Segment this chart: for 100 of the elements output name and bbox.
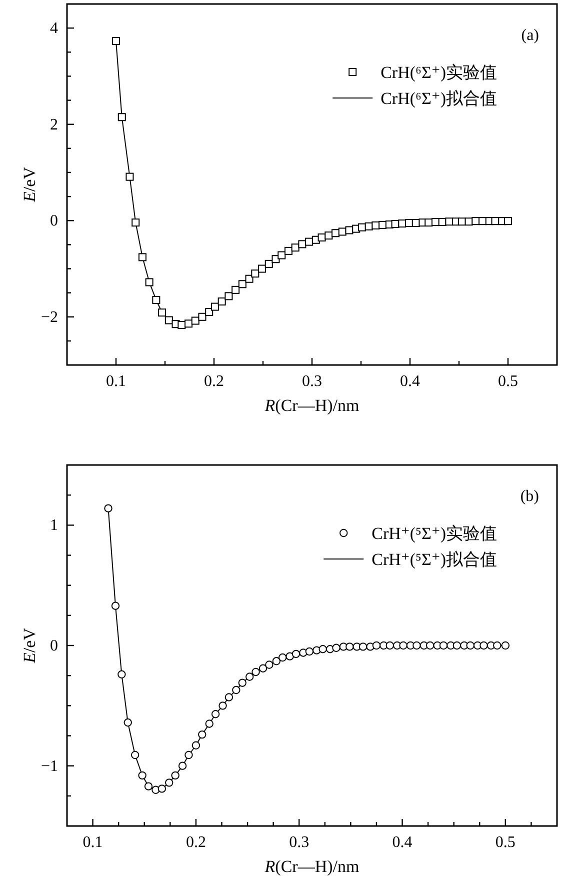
point [278,251,286,260]
point [480,641,488,650]
point [152,296,160,304]
annotation: (b) [520,488,539,505]
point [232,286,240,294]
point [171,771,180,780]
point [198,730,206,739]
x-tick-label: 0.3 [302,373,322,390]
point [332,644,340,652]
x-tick-label: 0.4 [392,834,412,851]
point [252,668,260,676]
legend-label: CrH⁺(⁵Σ⁺)实验值 [372,524,497,543]
point [191,316,200,325]
point [218,297,226,306]
point [245,274,254,283]
point [291,244,300,252]
point [118,670,126,678]
point [112,37,120,46]
point [318,645,327,654]
x-tick-label: 0.2 [186,834,206,851]
point [378,220,387,229]
x-axis-title: R(Cr—H)/nm [264,857,360,876]
y-tick-label: 0 [50,638,58,654]
point [358,223,366,232]
point [324,232,333,240]
point [345,226,354,234]
point [493,641,502,650]
point [439,641,448,650]
x-tick-label: 0.2 [204,373,224,390]
point [164,316,173,324]
x-tick-label: 0.5 [498,373,518,390]
point [130,750,140,760]
point [332,229,340,238]
x-tick-label: 0.1 [82,834,103,851]
point [251,270,260,278]
point [238,678,246,687]
legend-label: CrH(⁶Σ⁺)实验值 [380,63,497,82]
point [111,602,120,610]
y-tick-label: 1 [50,517,58,534]
point [466,641,474,650]
point [104,504,112,512]
x-tick-label: 0.5 [495,834,516,851]
point [144,782,153,790]
legend-label: CrH⁺(⁵Σ⁺)拟合值 [372,550,497,569]
x-tick-label: 0.4 [400,373,420,390]
point [210,302,219,311]
point [224,292,233,300]
point [211,710,220,718]
point [372,221,380,230]
point [178,762,187,770]
point [305,647,314,656]
point [504,217,512,226]
point [192,741,200,750]
point [264,260,273,268]
point [198,312,206,321]
y-tick-label: −2 [40,308,58,326]
point [245,672,254,681]
y-tick-label: 2 [50,116,58,134]
point [178,321,186,330]
x-tick-label: 0.1 [106,373,126,390]
point [358,642,368,651]
point [145,278,154,286]
point [426,641,434,650]
y-axis-title: E/eV [20,627,39,664]
point [165,778,174,787]
y-tick-label: 0 [50,212,58,230]
annotation: (a) [521,27,539,44]
point [501,641,510,650]
point [258,664,268,672]
point [238,280,246,288]
point [278,653,287,662]
point [132,218,140,227]
point [298,240,306,248]
point [346,642,354,651]
point [272,657,281,666]
point [218,702,227,710]
point [138,771,146,780]
point [124,718,132,727]
point [305,238,314,246]
point [184,750,193,760]
point [158,784,166,793]
point [424,218,433,227]
point [452,641,462,650]
y-axis-title: E/eV [20,166,39,203]
point [126,172,134,181]
point [386,641,394,650]
point [265,660,274,669]
point [258,264,266,273]
point [224,693,234,702]
point [399,641,408,650]
point [284,246,292,255]
legend-label: CrH(⁶Σ⁺)拟合值 [380,89,497,108]
x-axis-title: R(Cr—H)/nm [264,396,360,415]
y-tick-label: 4 [50,20,58,38]
point [398,219,406,228]
point [232,686,240,694]
point [205,308,214,316]
point [205,720,214,728]
point [138,253,146,262]
y-tick-label: −1 [40,758,58,775]
